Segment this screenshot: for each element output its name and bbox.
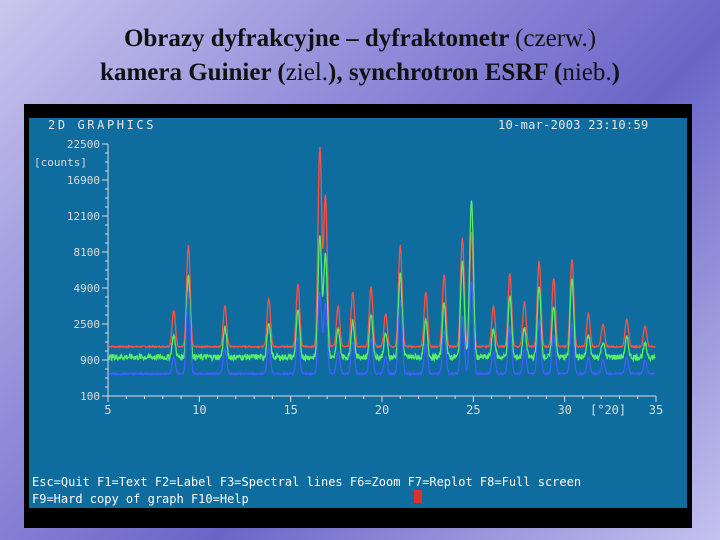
y-tick-label: 8100 <box>74 246 101 259</box>
y-tick-label: 900 <box>80 354 100 367</box>
x-tick-label: 25 <box>466 403 480 417</box>
function-keys-line-2: F9=Hard copy of graph F10=Help <box>32 492 249 506</box>
title-line-2-a: kamera Guinier ( <box>100 59 286 86</box>
x-tick-label: 35 <box>649 403 663 417</box>
x-tick-label: 10 <box>192 403 206 417</box>
series-line-1 <box>108 146 656 350</box>
y-tick-label: 12100 <box>67 210 100 223</box>
title-line-1-light: (czerw.) <box>515 25 597 52</box>
x-tick-label: 30 <box>557 403 571 417</box>
title-line-1-bold: Obrazy dyfrakcyjne – dyfraktometr <box>123 25 509 52</box>
text-cursor <box>414 490 422 503</box>
title-line-2-d: nieb. <box>562 59 612 86</box>
series-line-2 <box>108 200 656 363</box>
y-tick-label: 100 <box>80 390 100 403</box>
title-line-2-b: ziel. <box>285 59 329 86</box>
plot-area-background <box>29 118 687 508</box>
program-screen <box>24 104 692 528</box>
y-tick-label: 2500 <box>74 318 101 331</box>
y-axis-label: [counts] <box>34 156 87 169</box>
title-line-2-c: ), synchrotron ESRF ( <box>328 59 563 86</box>
function-keys-line-1: Esc=Quit F1=Text F2=Label F3=Spectral li… <box>32 475 582 489</box>
x-tick-label: 5 <box>104 403 111 417</box>
y-tick-label: 4900 <box>74 282 101 295</box>
slide-title-line-2: kamera Guinier (ziel.), synchrotron ESRF… <box>0 56 720 90</box>
program-header: 2D GRAPHICS <box>48 118 157 132</box>
y-tick-label: 16900 <box>67 174 100 187</box>
slide-title-line-1: Obrazy dyfrakcyjne – dyfraktometr (czerw… <box>0 22 720 56</box>
series-line-3 <box>108 281 656 377</box>
axes: 100 900 2500 4900 8100 12100 16900 22500 [counts… <box>34 138 663 417</box>
timestamp: 10-mar-2003 23:10:59 <box>498 118 649 132</box>
y-tick-label: 22500 <box>67 138 100 151</box>
series-layer <box>108 146 656 377</box>
x-tick-label: 20 <box>375 403 389 417</box>
x-axis-label: [°2Θ] <box>590 403 626 417</box>
title-line-2-e: ) <box>611 59 620 86</box>
slide-title: Obrazy dyfrakcyjne – dyfraktometr (czerw… <box>0 22 720 90</box>
x-tick-label: 15 <box>283 403 297 417</box>
